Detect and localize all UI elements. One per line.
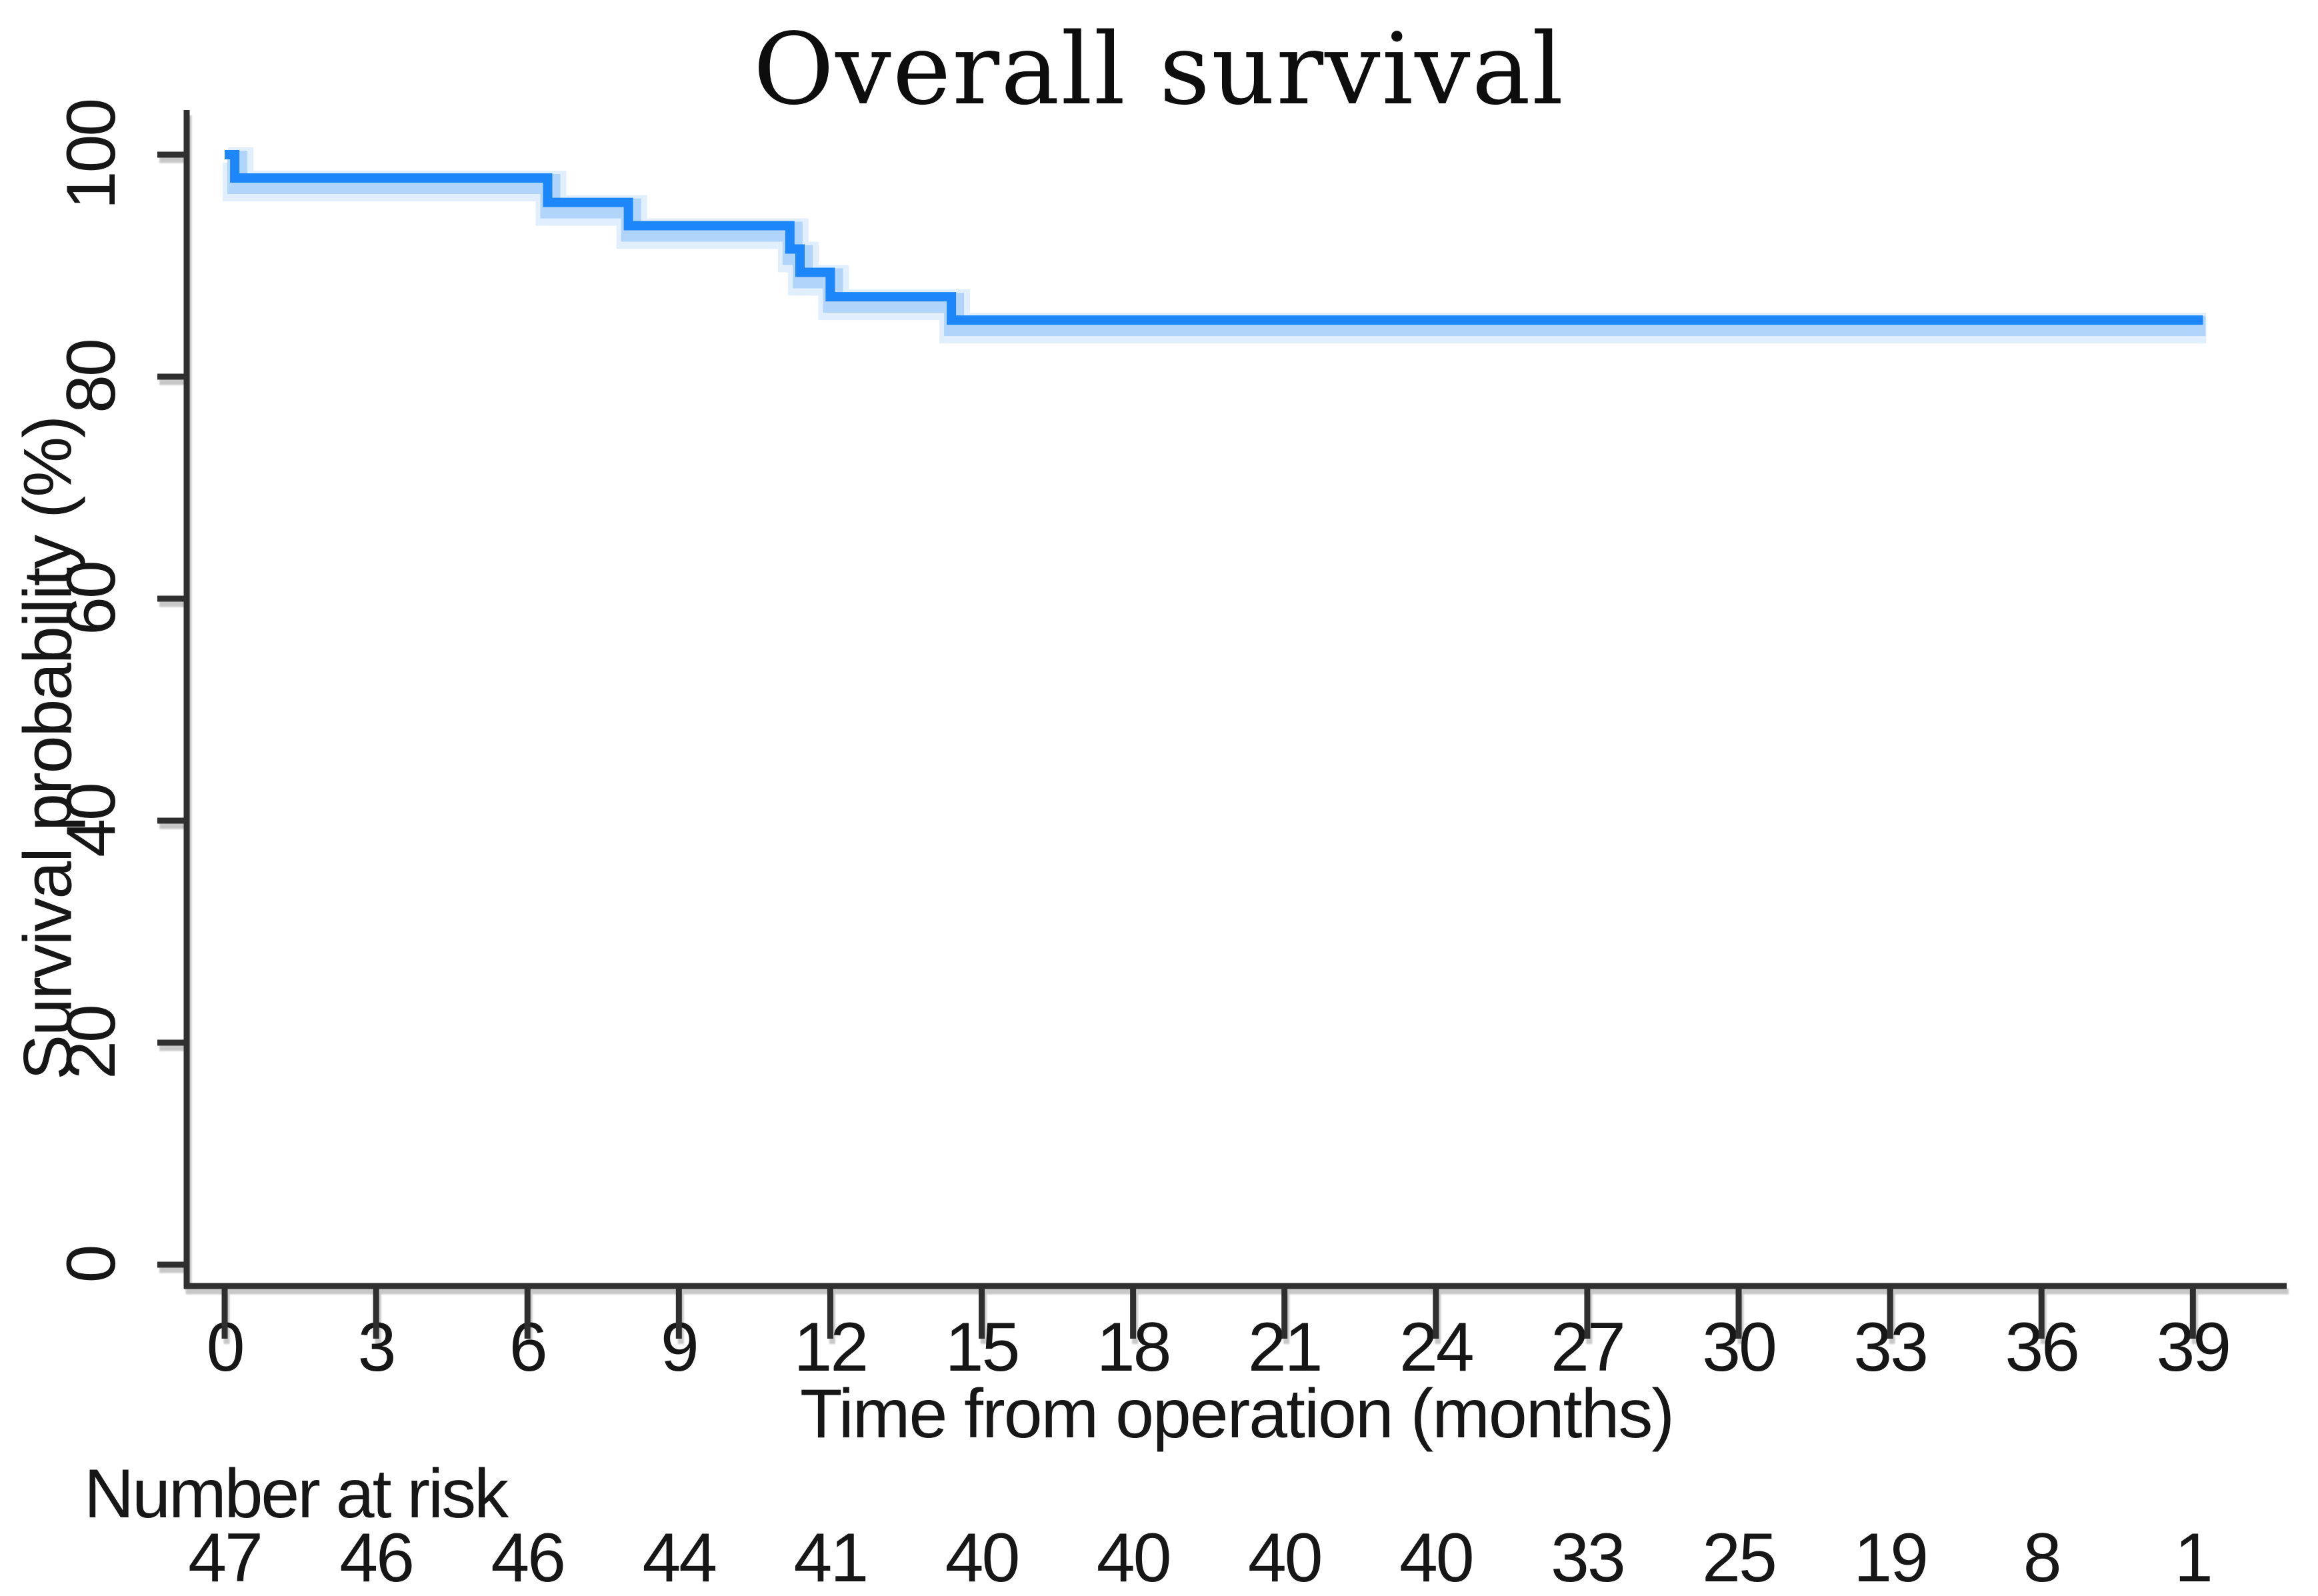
risk-count: 40	[945, 1519, 1021, 1596]
y-tick-label: 40	[53, 784, 130, 857]
y-tick-label: 60	[53, 562, 130, 635]
risk-count: 41	[793, 1519, 869, 1596]
survival-curve	[225, 150, 2203, 325]
y-tick-label: 100	[53, 100, 130, 210]
risk-count: 46	[339, 1519, 415, 1596]
risk-count: 8	[2023, 1519, 2062, 1596]
risk-count: 44	[642, 1519, 717, 1596]
risk-count: 19	[1853, 1519, 1929, 1596]
y-tick-label: 0	[53, 1247, 130, 1283]
risk-count: 33	[1551, 1519, 1626, 1596]
y-axis-label: Survival probability (%)	[9, 417, 86, 1081]
chart-title: Overall survival	[753, 12, 1565, 127]
risk-count: 1	[2174, 1519, 2213, 1596]
risk-table-label: Number at risk	[84, 1455, 509, 1533]
x-axis-label: Time from operation (months)	[800, 1375, 1675, 1453]
axes	[157, 110, 2287, 1339]
risk-count: 40	[1247, 1519, 1323, 1596]
risk-count: 40	[1399, 1519, 1475, 1596]
risk-count: 40	[1096, 1519, 1172, 1596]
y-tick-label: 80	[53, 340, 130, 413]
risk-count: 25	[1702, 1519, 1777, 1596]
y-tick-label: 20	[53, 1006, 130, 1079]
risk-count: 46	[491, 1519, 566, 1596]
risk-count: 47	[188, 1519, 263, 1596]
survival-curve-halo	[227, 151, 2206, 337]
